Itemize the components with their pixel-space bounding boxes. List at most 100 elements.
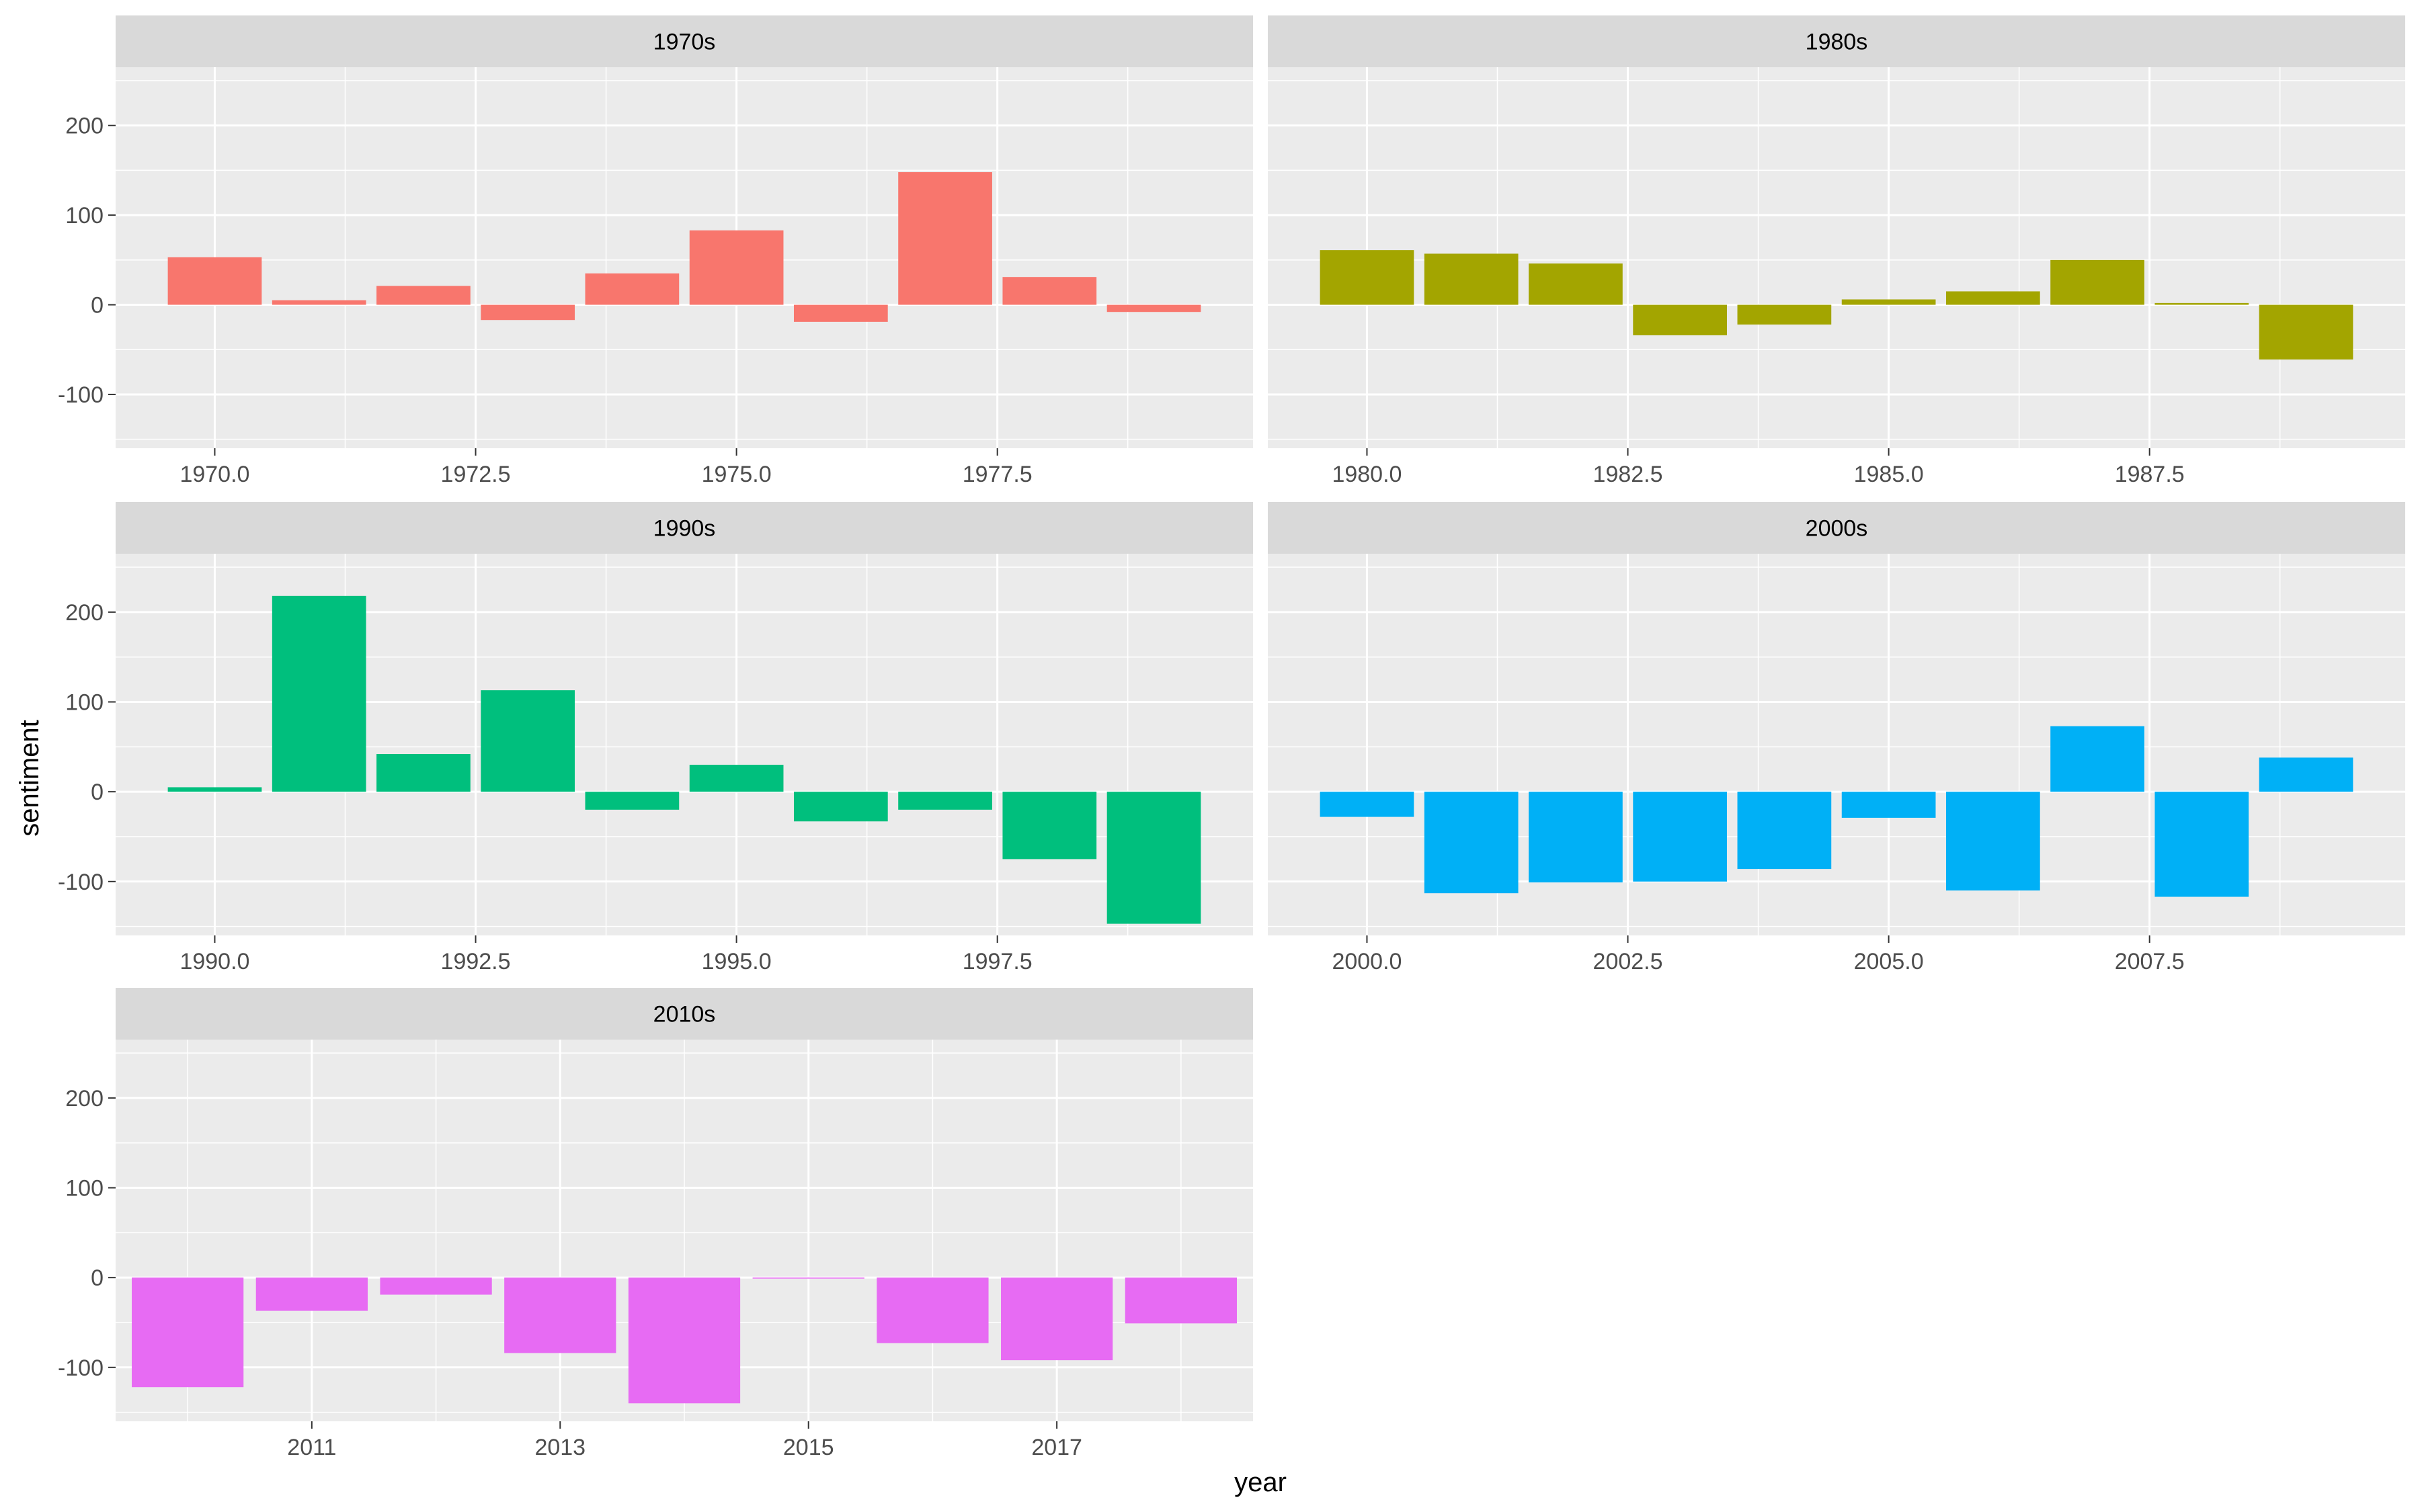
bar-1977 [898,172,992,305]
y-tick-label: 100 [65,203,104,228]
bar-1978 [1002,277,1097,305]
bar-2018 [1125,1277,1237,1324]
x-tick-label: 1997.5 [963,949,1033,974]
x-tick-label: 2015 [783,1435,834,1460]
bar-2010 [132,1277,244,1388]
facet-panel-1990s: 1990s -100 0 100 200 1990.0 1992.5 1995.0 1997.5 [58,502,1253,974]
bar-2002 [1529,792,1623,883]
bar-2004 [1737,792,1832,870]
bar-1970 [167,257,262,305]
facet-strip [1268,15,2405,67]
bar-2005 [1841,792,1936,818]
bar-2003 [1633,792,1728,882]
bar-2009 [2259,757,2353,792]
x-tick-label: 2011 [287,1435,336,1460]
y-tick-label: 200 [65,1086,104,1111]
y-axis-title: sentiment [15,720,44,836]
bar-1985 [1841,299,1936,305]
x-tick-label: 1972.5 [441,462,511,487]
x-tick-label: 2013 [534,1435,586,1460]
x-tick-label: 1987.5 [2115,462,2185,487]
y-tick-label: -100 [58,870,104,895]
facet-panel-2000s: 2000s 2000.0 2002.5 2005.0 2007.5 [1268,502,2405,974]
bar-2015 [752,1277,864,1279]
bar-1981 [1424,253,1519,305]
bar-2006 [1945,792,2040,891]
x-tick-label: 2007.5 [2115,949,2185,974]
x-tick-label: 1995.0 [702,949,772,974]
facet-strip-label: 1990s [653,516,716,542]
bar-2017 [1001,1277,1113,1361]
x-tick-label: 1980.0 [1332,462,1402,487]
bar-2008 [2154,792,2249,897]
bar-1987 [2050,259,2144,305]
bar-1993 [481,690,575,792]
bar-1971 [272,300,366,305]
x-tick-label: 1977.5 [963,462,1033,487]
x-tick-label: 1990.0 [179,949,249,974]
bar-2016 [877,1277,989,1343]
bar-1974 [585,273,680,305]
bar-1992 [376,754,471,792]
facet-strip-label: 1970s [653,30,716,55]
bar-2007 [2050,726,2144,792]
x-tick-label: 2017 [1031,1435,1082,1460]
bar-1997 [898,792,992,810]
bar-2012 [380,1277,492,1295]
bar-1972 [376,286,471,305]
bar-1984 [1737,304,1832,325]
bar-1994 [585,792,680,810]
bar-1973 [481,304,575,321]
bar-1991 [272,595,366,792]
y-tick-label: -100 [58,1355,104,1381]
bar-1976 [793,304,888,322]
bar-1975 [689,230,784,305]
bar-1979 [1106,304,1201,312]
facet-strip [116,15,1253,67]
facet-strip-label: 1980s [1806,30,1868,55]
bar-1996 [793,792,888,822]
x-axis-title: year [1234,1468,1287,1497]
y-tick-label: 100 [65,690,104,716]
bar-1998 [1002,792,1097,859]
y-tick-label: 100 [65,1176,104,1202]
bar-1989 [2259,304,2353,360]
facet-strip-label: 2010s [653,1002,716,1027]
bar-1983 [1633,304,1728,335]
y-tick-label: 0 [91,293,104,319]
bar-2000 [1320,792,1414,817]
facet-strip [116,502,1253,554]
bar-1982 [1529,263,1623,305]
x-tick-label: 2002.5 [1593,949,1663,974]
y-tick-label: 200 [65,114,104,139]
x-tick-label: 2000.0 [1332,949,1402,974]
facet-panel-1980s: 1980s 1980.0 1982.5 1985.0 1987.5 [1268,15,2405,487]
x-tick-label: 1982.5 [1593,462,1663,487]
facet-panel-2010s: 2010s -100 0 100 200 2011 2013 2015 2017 [58,988,1253,1460]
bar-2011 [255,1277,368,1311]
bar-2014 [628,1277,741,1404]
facet-strip [116,988,1253,1040]
bar-2001 [1424,792,1519,894]
facet-strip-label: 2000s [1806,516,1868,542]
bar-1986 [1945,291,2040,305]
bar-2013 [504,1277,616,1353]
x-tick-label: 1975.0 [702,462,772,487]
y-tick-label: -100 [58,382,104,408]
y-tick-label: 0 [91,1265,104,1291]
bar-1980 [1320,250,1414,305]
x-tick-label: 1970.0 [179,462,249,487]
bar-1988 [2154,302,2249,305]
facet-panel-1970s: 1970s -100 0 100 200 1970.0 1972.5 1975.0 1977.5 [58,15,1253,487]
panel-background [116,67,1253,448]
bar-1995 [689,765,784,792]
facet-strip [1268,502,2405,554]
x-tick-label: 1985.0 [1854,462,1924,487]
x-tick-label: 1992.5 [441,949,511,974]
bar-1999 [1106,792,1201,924]
x-tick-label: 2005.0 [1854,949,1924,974]
bar-1990 [167,787,262,792]
y-tick-label: 200 [65,600,104,626]
y-tick-label: 0 [91,780,104,805]
